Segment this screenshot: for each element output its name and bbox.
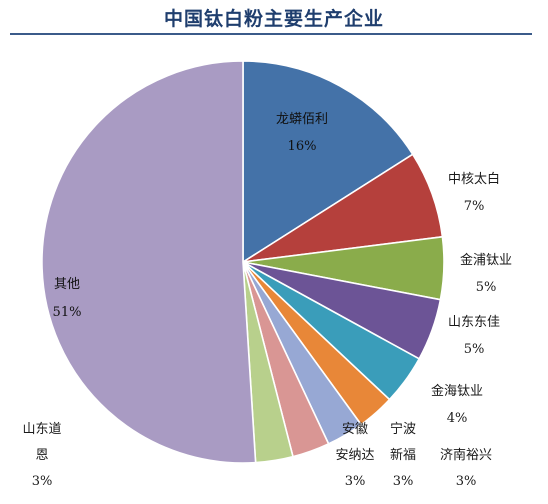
slice-value-label: 5% (464, 342, 485, 357)
slice-value-label: 16% (288, 139, 317, 154)
slice-name-label: 中核太白 (448, 171, 500, 187)
slice-name-label: 龙蟒佰利 (276, 112, 328, 127)
slice-value-label: 3% (345, 474, 366, 489)
slice-name-label: 新福 (390, 447, 416, 463)
slice-value-label: 3% (32, 474, 53, 489)
slice-name-label: 金海钛业 (431, 383, 483, 399)
slice-name-label: 金浦钛业 (460, 252, 512, 268)
slice-value-label: 51% (53, 305, 82, 320)
slice-value-label: 7% (464, 199, 485, 214)
slice-value-label: 3% (456, 474, 477, 489)
slice-name-label: 宁波 (390, 421, 416, 437)
slice-name-label: 山东东佳 (448, 315, 500, 330)
slice-name-label: 济南裕兴 (440, 447, 492, 463)
pie-slices (41, 60, 445, 464)
slice-name-label: 恩 (35, 448, 48, 463)
slice-name-label: 山东道 (22, 422, 61, 437)
pie-slice (41, 60, 257, 464)
slice-value-label: 3% (393, 474, 414, 489)
title-underline (10, 33, 532, 35)
slice-name-label: 安徽 (342, 422, 368, 437)
pie-slice (242, 60, 414, 264)
slice-value-label: 4% (447, 411, 468, 426)
slice-name-label: 其他 (54, 277, 80, 292)
slice-name-label: 安纳达 (335, 448, 374, 463)
chart-title: 中国钛白粉主要生产企业 (163, 8, 384, 30)
slice-value-label: 5% (476, 280, 497, 295)
